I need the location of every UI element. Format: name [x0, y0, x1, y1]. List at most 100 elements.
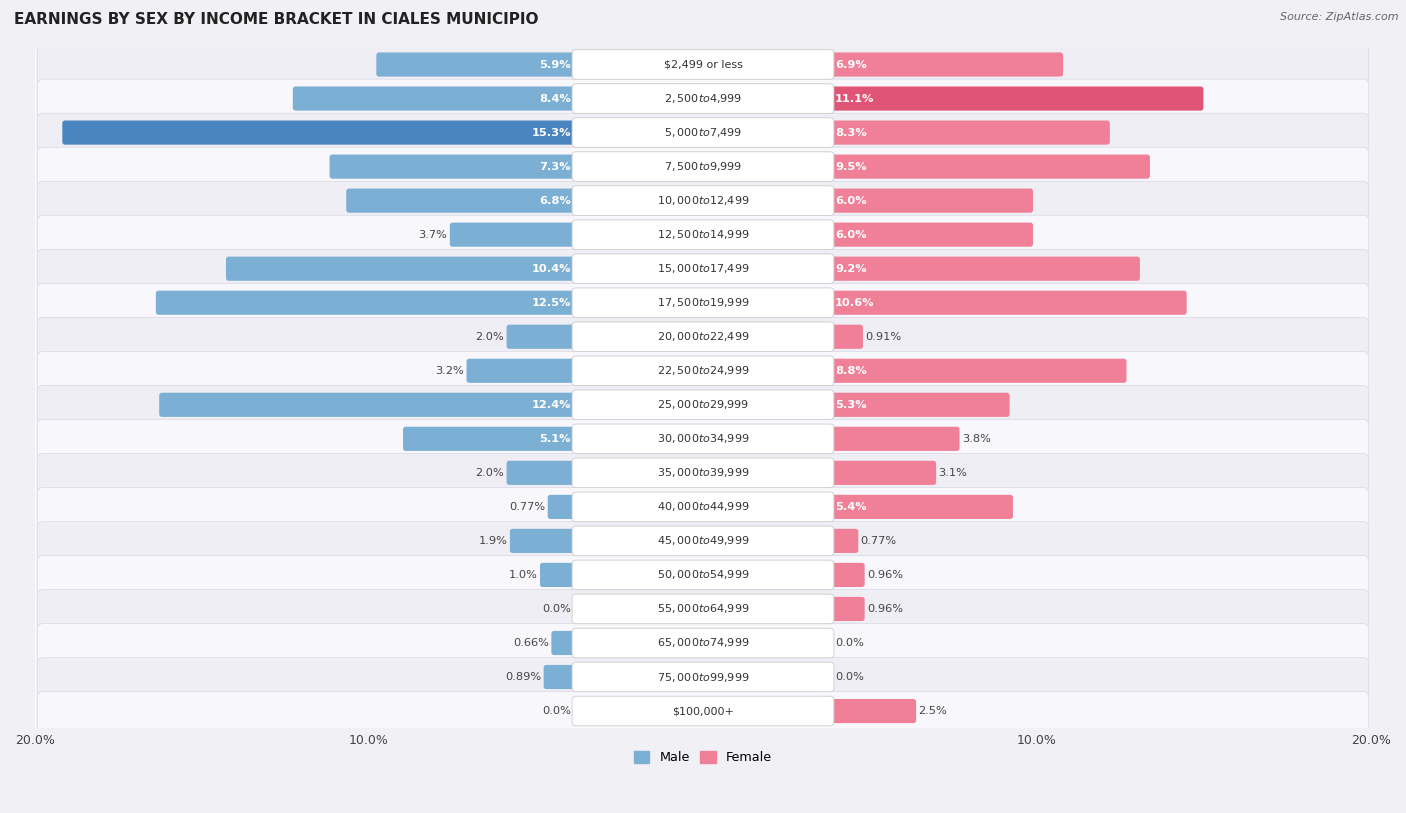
FancyBboxPatch shape [572, 220, 834, 250]
Text: 12.4%: 12.4% [531, 400, 571, 410]
FancyBboxPatch shape [827, 461, 936, 485]
Text: 5.9%: 5.9% [540, 59, 571, 70]
FancyBboxPatch shape [572, 594, 834, 624]
Text: 0.0%: 0.0% [835, 638, 863, 648]
FancyBboxPatch shape [38, 79, 1368, 118]
FancyBboxPatch shape [827, 223, 1033, 246]
FancyBboxPatch shape [510, 528, 579, 553]
Text: 10.6%: 10.6% [835, 298, 875, 307]
FancyBboxPatch shape [572, 560, 834, 589]
Text: 3.8%: 3.8% [962, 434, 991, 444]
FancyBboxPatch shape [572, 50, 834, 80]
FancyBboxPatch shape [572, 492, 834, 522]
FancyBboxPatch shape [827, 324, 863, 349]
Text: 9.5%: 9.5% [835, 162, 866, 172]
Text: 6.9%: 6.9% [835, 59, 866, 70]
FancyBboxPatch shape [572, 186, 834, 215]
Text: 6.0%: 6.0% [835, 196, 866, 206]
FancyBboxPatch shape [572, 118, 834, 147]
FancyBboxPatch shape [827, 699, 917, 723]
FancyBboxPatch shape [226, 257, 579, 280]
Text: 0.66%: 0.66% [513, 638, 548, 648]
FancyBboxPatch shape [548, 495, 579, 519]
Text: 0.96%: 0.96% [868, 570, 903, 580]
Text: 9.2%: 9.2% [835, 263, 866, 274]
Text: 6.8%: 6.8% [540, 196, 571, 206]
Text: $30,000 to $34,999: $30,000 to $34,999 [657, 433, 749, 446]
FancyBboxPatch shape [572, 84, 834, 113]
Text: 1.9%: 1.9% [478, 536, 508, 546]
FancyBboxPatch shape [404, 427, 579, 451]
FancyBboxPatch shape [827, 189, 1033, 213]
Text: $17,500 to $19,999: $17,500 to $19,999 [657, 296, 749, 309]
Text: $20,000 to $22,499: $20,000 to $22,499 [657, 330, 749, 343]
Text: 7.3%: 7.3% [540, 162, 571, 172]
FancyBboxPatch shape [827, 528, 858, 553]
FancyBboxPatch shape [827, 86, 1204, 111]
FancyBboxPatch shape [506, 461, 579, 485]
FancyBboxPatch shape [572, 696, 834, 726]
Text: $22,500 to $24,999: $22,500 to $24,999 [657, 364, 749, 377]
Text: 6.0%: 6.0% [835, 229, 866, 240]
Legend: Male, Female: Male, Female [628, 746, 778, 769]
Text: 0.89%: 0.89% [505, 672, 541, 682]
Text: $50,000 to $54,999: $50,000 to $54,999 [657, 568, 749, 581]
Text: 0.0%: 0.0% [543, 604, 571, 614]
Text: $2,499 or less: $2,499 or less [664, 59, 742, 70]
FancyBboxPatch shape [827, 154, 1150, 179]
FancyBboxPatch shape [38, 488, 1368, 526]
FancyBboxPatch shape [572, 322, 834, 351]
Text: 0.0%: 0.0% [835, 672, 863, 682]
FancyBboxPatch shape [329, 154, 579, 179]
FancyBboxPatch shape [827, 563, 865, 587]
Text: 2.0%: 2.0% [475, 467, 505, 478]
FancyBboxPatch shape [572, 288, 834, 318]
FancyBboxPatch shape [38, 250, 1368, 288]
FancyBboxPatch shape [572, 254, 834, 284]
FancyBboxPatch shape [159, 393, 579, 417]
FancyBboxPatch shape [506, 324, 579, 349]
FancyBboxPatch shape [38, 147, 1368, 186]
FancyBboxPatch shape [38, 589, 1368, 628]
FancyBboxPatch shape [827, 120, 1109, 145]
FancyBboxPatch shape [38, 317, 1368, 356]
Text: 3.1%: 3.1% [938, 467, 967, 478]
FancyBboxPatch shape [572, 424, 834, 454]
Text: 0.91%: 0.91% [865, 332, 901, 341]
FancyBboxPatch shape [572, 458, 834, 488]
Text: 0.77%: 0.77% [860, 536, 897, 546]
Text: 3.7%: 3.7% [419, 229, 447, 240]
Text: 8.8%: 8.8% [835, 366, 866, 376]
FancyBboxPatch shape [827, 257, 1140, 280]
FancyBboxPatch shape [572, 526, 834, 556]
Text: $15,000 to $17,499: $15,000 to $17,499 [657, 262, 749, 275]
Text: $35,000 to $39,999: $35,000 to $39,999 [657, 467, 749, 480]
FancyBboxPatch shape [292, 86, 579, 111]
FancyBboxPatch shape [827, 495, 1012, 519]
FancyBboxPatch shape [62, 120, 579, 145]
FancyBboxPatch shape [827, 597, 865, 621]
Text: 3.2%: 3.2% [436, 366, 464, 376]
FancyBboxPatch shape [346, 189, 579, 213]
FancyBboxPatch shape [38, 46, 1368, 84]
Text: 5.4%: 5.4% [835, 502, 866, 512]
FancyBboxPatch shape [467, 359, 579, 383]
Text: $65,000 to $74,999: $65,000 to $74,999 [657, 637, 749, 650]
Text: Source: ZipAtlas.com: Source: ZipAtlas.com [1281, 12, 1399, 22]
FancyBboxPatch shape [38, 624, 1368, 663]
FancyBboxPatch shape [544, 665, 579, 689]
Text: $25,000 to $29,999: $25,000 to $29,999 [657, 398, 749, 411]
FancyBboxPatch shape [572, 390, 834, 420]
FancyBboxPatch shape [450, 223, 579, 246]
FancyBboxPatch shape [572, 356, 834, 385]
FancyBboxPatch shape [827, 393, 1010, 417]
FancyBboxPatch shape [38, 454, 1368, 492]
Text: $12,500 to $14,999: $12,500 to $14,999 [657, 228, 749, 241]
Text: 1.0%: 1.0% [509, 570, 537, 580]
FancyBboxPatch shape [827, 427, 959, 451]
Text: $7,500 to $9,999: $7,500 to $9,999 [664, 160, 742, 173]
Text: $55,000 to $64,999: $55,000 to $64,999 [657, 602, 749, 615]
FancyBboxPatch shape [38, 113, 1368, 152]
FancyBboxPatch shape [38, 555, 1368, 594]
Text: 11.1%: 11.1% [835, 93, 875, 103]
